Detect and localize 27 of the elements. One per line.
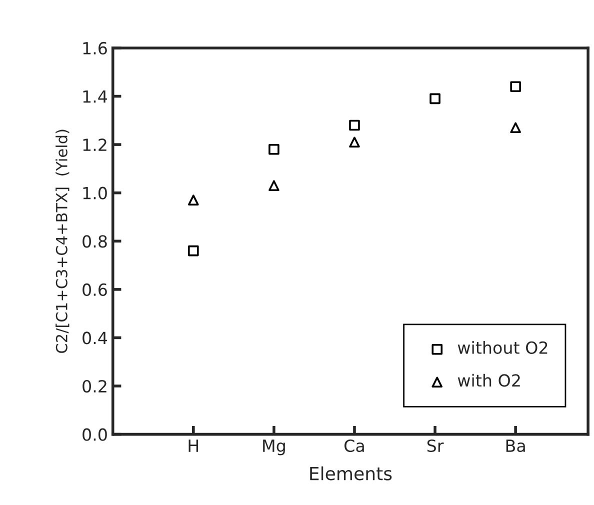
point bbox=[188, 245, 199, 256]
point bbox=[349, 136, 360, 148]
x-tick-label: Ba bbox=[506, 440, 525, 452]
x-tick-label: Sr bbox=[427, 439, 444, 452]
y-tick-label: 0.8 bbox=[82, 235, 107, 248]
y-tick-label: 1.4 bbox=[83, 90, 108, 103]
x-tick-label: H bbox=[188, 440, 198, 452]
y-tick-label: 0.6 bbox=[82, 283, 107, 296]
legend-label: with O2 bbox=[458, 374, 520, 387]
x-tick-label: Ca bbox=[344, 439, 364, 452]
y-tick-label: 0.4 bbox=[82, 332, 108, 344]
point bbox=[510, 122, 521, 134]
y-tick-label: 1.6 bbox=[83, 42, 107, 55]
point bbox=[268, 180, 280, 192]
point bbox=[430, 93, 440, 104]
point bbox=[510, 81, 521, 92]
x-tick-label: Mg bbox=[263, 440, 285, 456]
y-tick-label: 0.0 bbox=[82, 428, 107, 441]
point bbox=[349, 120, 360, 131]
y-tick-label: 0.2 bbox=[82, 380, 106, 393]
point bbox=[268, 144, 280, 155]
legend-label: without O2 bbox=[458, 341, 548, 354]
y-tick-label: 1.0 bbox=[83, 186, 107, 200]
y-axis-title: C2/[C1+C3+C4+BTX] (Yield) bbox=[56, 130, 70, 353]
x-axis-title: Elements bbox=[310, 466, 392, 480]
point bbox=[188, 194, 199, 206]
y-tick-label: 1.2 bbox=[83, 138, 106, 151]
